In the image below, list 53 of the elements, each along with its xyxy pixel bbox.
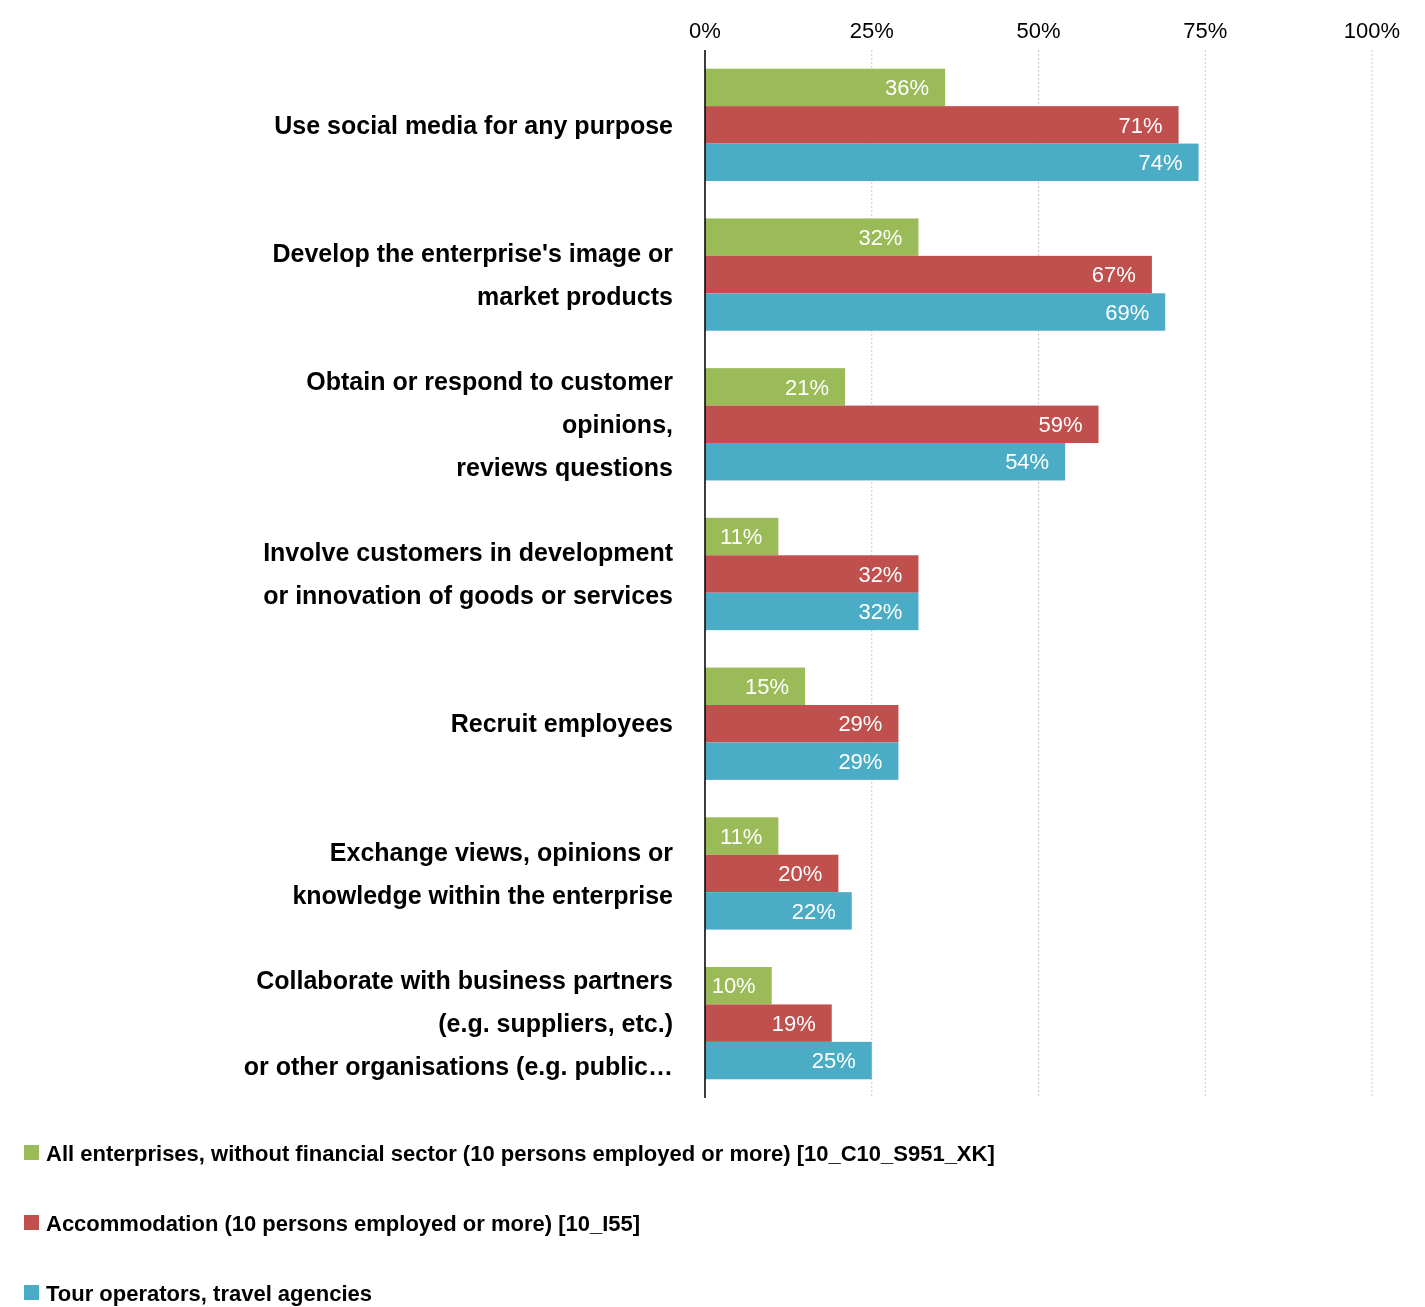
y-tick-label: Obtain or respond to customer opinions, reviews questions xyxy=(306,367,674,482)
data-label: 54% xyxy=(1005,449,1050,475)
legend-label: All enterprises, without financial sector (10 persons employed or more) [10_C10_S951_XK] xyxy=(46,1140,995,1166)
bar xyxy=(705,443,1066,481)
data-label: 22% xyxy=(791,898,836,924)
bar xyxy=(705,293,1166,331)
data-label: 15% xyxy=(745,673,790,699)
bar xyxy=(705,555,919,593)
data-label: 32% xyxy=(858,224,903,250)
bar xyxy=(705,742,899,780)
y-tick-label: Use social media for any purpose xyxy=(274,110,674,139)
data-label: 25% xyxy=(811,1048,856,1074)
x-tick-label: 75% xyxy=(1183,17,1228,43)
bar xyxy=(705,255,1152,294)
bar xyxy=(705,1041,872,1080)
data-label: 19% xyxy=(771,1010,816,1036)
bar xyxy=(705,405,1099,443)
bar xyxy=(705,592,919,631)
data-label: 36% xyxy=(885,75,930,101)
bar xyxy=(705,143,1199,181)
data-label: 69% xyxy=(1105,299,1150,325)
legend-label: Tour operators, travel agencies xyxy=(46,1280,373,1306)
bar xyxy=(705,68,946,107)
y-tick-label: Involve customers in development or innovation of goods or services xyxy=(263,538,674,610)
bar xyxy=(705,854,839,893)
data-label: 29% xyxy=(838,711,883,737)
bar xyxy=(705,218,919,256)
data-label: 20% xyxy=(778,861,823,887)
x-tick-label: 25% xyxy=(849,17,894,43)
data-label: 11% xyxy=(719,823,763,849)
y-tick-label: Develop the enterprise's image or market products xyxy=(272,238,674,310)
data-label: 67% xyxy=(1091,262,1136,288)
data-label: 11% xyxy=(719,524,763,550)
y-tick-label: Collaborate with business partners (e.g. suppliers, etc.) or other organisations (e.g. public… xyxy=(243,965,673,1080)
data-label: 59% xyxy=(1038,411,1083,437)
y-tick-label: Recruit employees xyxy=(450,709,673,738)
data-label: 74% xyxy=(1138,149,1183,175)
x-tick-label: 50% xyxy=(1016,17,1061,43)
data-label: 32% xyxy=(858,561,903,587)
bar xyxy=(705,705,899,743)
bar xyxy=(705,106,1179,144)
bar xyxy=(705,368,846,406)
bar xyxy=(705,892,852,930)
data-label: 29% xyxy=(838,748,883,774)
data-label: 32% xyxy=(858,599,903,625)
bar xyxy=(705,1004,832,1042)
x-tick-label: 100% xyxy=(1343,17,1401,43)
y-tick-label: Exchange views, opinions or knowledge within the enterprise xyxy=(292,837,674,909)
data-label: 21% xyxy=(785,374,830,400)
data-label: 71% xyxy=(1118,112,1163,138)
x-tick-label: 0% xyxy=(689,17,721,43)
data-label: 10% xyxy=(711,973,756,999)
legend-label: Accommodation (10 persons employed or more) [10_I55] xyxy=(46,1210,641,1236)
